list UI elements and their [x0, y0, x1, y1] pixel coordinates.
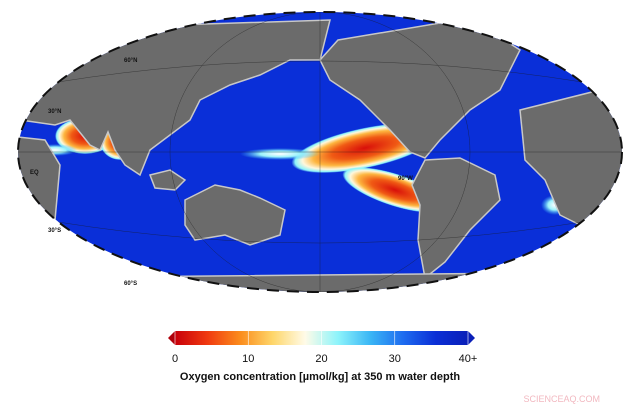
lon-label: 90°W — [398, 176, 413, 182]
australia — [184, 184, 286, 246]
colorbar: Oxygen concentration [µmol/kg] at 350 m … — [168, 331, 477, 383]
eurasia — [19, 19, 331, 177]
lat-label: EQ — [30, 170, 39, 176]
colorbar-tick-label: 40+ — [459, 353, 478, 365]
graticule — [18, 12, 622, 292]
lat-label: 60°S — [124, 281, 137, 287]
colorbar-tick-label: 20 — [315, 353, 327, 365]
south-america — [411, 157, 501, 280]
low-oxygen-tongue — [240, 148, 320, 160]
lat-label: 30°N — [48, 109, 61, 115]
map-border — [17, 11, 623, 293]
colorbar-arrow-high — [468, 331, 475, 345]
indonesia — [148, 169, 187, 191]
map: 60°N 30°N EQ 30°S 60°S 90°W — [17, 11, 623, 293]
colorbar-arrow-low — [168, 331, 175, 345]
north-america — [319, 17, 521, 159]
lat-label: 30°S — [48, 228, 61, 234]
lat-label: 60°N — [124, 58, 137, 64]
colorbar-caption: Oxygen concentration [µmol/kg] at 350 m … — [180, 371, 460, 383]
colorbar-tick-label: 0 — [172, 353, 178, 365]
watermark: SCIENCEAQ.COM — [523, 394, 600, 404]
colorbar-tick-label: 10 — [242, 353, 254, 365]
colorbar-tick-label: 30 — [389, 353, 401, 365]
